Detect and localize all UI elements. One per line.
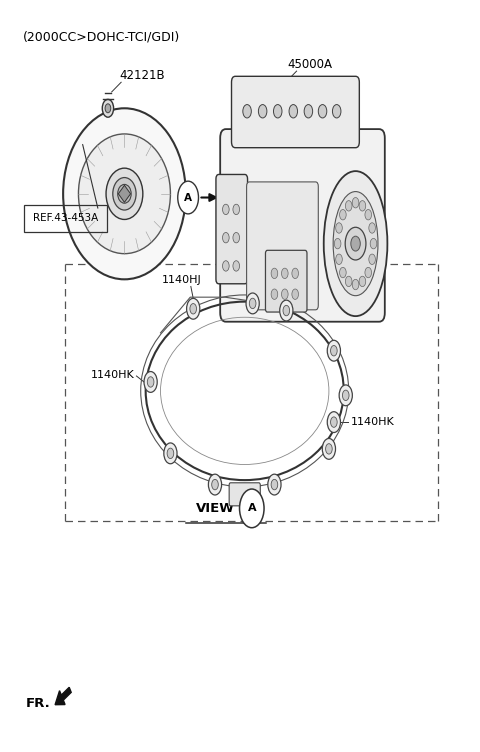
Circle shape bbox=[369, 254, 375, 265]
Circle shape bbox=[318, 105, 327, 118]
Circle shape bbox=[240, 489, 264, 528]
Ellipse shape bbox=[333, 192, 378, 296]
Ellipse shape bbox=[78, 134, 170, 253]
Circle shape bbox=[336, 254, 342, 265]
FancyBboxPatch shape bbox=[220, 129, 385, 322]
Circle shape bbox=[345, 227, 366, 260]
Circle shape bbox=[359, 201, 366, 211]
Circle shape bbox=[336, 223, 342, 233]
Circle shape bbox=[233, 205, 240, 214]
Circle shape bbox=[164, 443, 177, 464]
Circle shape bbox=[144, 371, 157, 393]
Circle shape bbox=[359, 276, 366, 287]
Circle shape bbox=[233, 261, 240, 271]
Circle shape bbox=[105, 104, 111, 113]
Circle shape bbox=[333, 105, 341, 118]
Circle shape bbox=[249, 299, 256, 308]
Ellipse shape bbox=[113, 177, 136, 210]
Circle shape bbox=[271, 268, 278, 278]
FancyBboxPatch shape bbox=[216, 174, 248, 284]
Circle shape bbox=[339, 210, 346, 220]
Circle shape bbox=[283, 305, 289, 316]
Ellipse shape bbox=[324, 171, 387, 316]
Text: 1140HJ: 1140HJ bbox=[264, 270, 303, 280]
Circle shape bbox=[352, 279, 359, 290]
Circle shape bbox=[292, 289, 299, 299]
FancyBboxPatch shape bbox=[231, 76, 360, 147]
Circle shape bbox=[274, 105, 282, 118]
Circle shape bbox=[292, 268, 299, 278]
FancyBboxPatch shape bbox=[229, 483, 260, 506]
Text: A: A bbox=[184, 193, 192, 202]
Circle shape bbox=[178, 181, 199, 214]
Circle shape bbox=[342, 390, 349, 401]
Circle shape bbox=[246, 293, 259, 314]
FancyBboxPatch shape bbox=[265, 250, 307, 312]
Circle shape bbox=[304, 105, 312, 118]
Text: 1140HK: 1140HK bbox=[90, 369, 134, 380]
Circle shape bbox=[223, 205, 229, 214]
Polygon shape bbox=[118, 185, 131, 202]
Text: VIEW: VIEW bbox=[196, 502, 235, 515]
Circle shape bbox=[346, 201, 352, 211]
Ellipse shape bbox=[106, 168, 143, 220]
Circle shape bbox=[243, 105, 252, 118]
Circle shape bbox=[365, 210, 372, 220]
Circle shape bbox=[325, 444, 332, 454]
Text: 1140HK: 1140HK bbox=[350, 417, 394, 427]
Circle shape bbox=[339, 385, 352, 406]
Circle shape bbox=[190, 304, 196, 314]
FancyBboxPatch shape bbox=[247, 182, 318, 310]
Circle shape bbox=[271, 479, 278, 490]
Circle shape bbox=[223, 261, 229, 271]
Circle shape bbox=[322, 438, 336, 459]
Circle shape bbox=[365, 268, 372, 277]
Circle shape bbox=[369, 223, 375, 233]
Circle shape bbox=[339, 268, 346, 277]
Circle shape bbox=[223, 232, 229, 243]
Circle shape bbox=[147, 377, 154, 387]
Circle shape bbox=[102, 99, 114, 117]
Ellipse shape bbox=[63, 108, 186, 279]
Circle shape bbox=[351, 236, 360, 251]
Circle shape bbox=[280, 300, 293, 321]
Ellipse shape bbox=[118, 184, 131, 203]
Text: A: A bbox=[248, 503, 256, 514]
Circle shape bbox=[187, 299, 200, 319]
Circle shape bbox=[331, 345, 337, 356]
Circle shape bbox=[346, 276, 352, 287]
Circle shape bbox=[352, 198, 359, 208]
Circle shape bbox=[327, 411, 340, 432]
Text: FR.: FR. bbox=[25, 696, 50, 710]
Circle shape bbox=[370, 238, 377, 249]
Text: 1140HJ: 1140HJ bbox=[162, 275, 201, 285]
Circle shape bbox=[331, 417, 337, 427]
Circle shape bbox=[327, 341, 340, 361]
Circle shape bbox=[233, 232, 240, 243]
Circle shape bbox=[281, 289, 288, 299]
Circle shape bbox=[268, 475, 281, 495]
Circle shape bbox=[208, 475, 222, 495]
Circle shape bbox=[281, 268, 288, 278]
Text: 45000A: 45000A bbox=[287, 58, 332, 71]
Circle shape bbox=[212, 479, 218, 490]
Circle shape bbox=[289, 105, 298, 118]
Text: REF.43-453A: REF.43-453A bbox=[33, 214, 98, 223]
FancyArrow shape bbox=[55, 687, 71, 705]
Text: 42121B: 42121B bbox=[120, 69, 165, 82]
Circle shape bbox=[271, 289, 278, 299]
Text: (2000CC>DOHC-TCI/GDI): (2000CC>DOHC-TCI/GDI) bbox=[23, 30, 180, 43]
Circle shape bbox=[258, 105, 267, 118]
Circle shape bbox=[167, 448, 174, 459]
Circle shape bbox=[335, 238, 341, 249]
